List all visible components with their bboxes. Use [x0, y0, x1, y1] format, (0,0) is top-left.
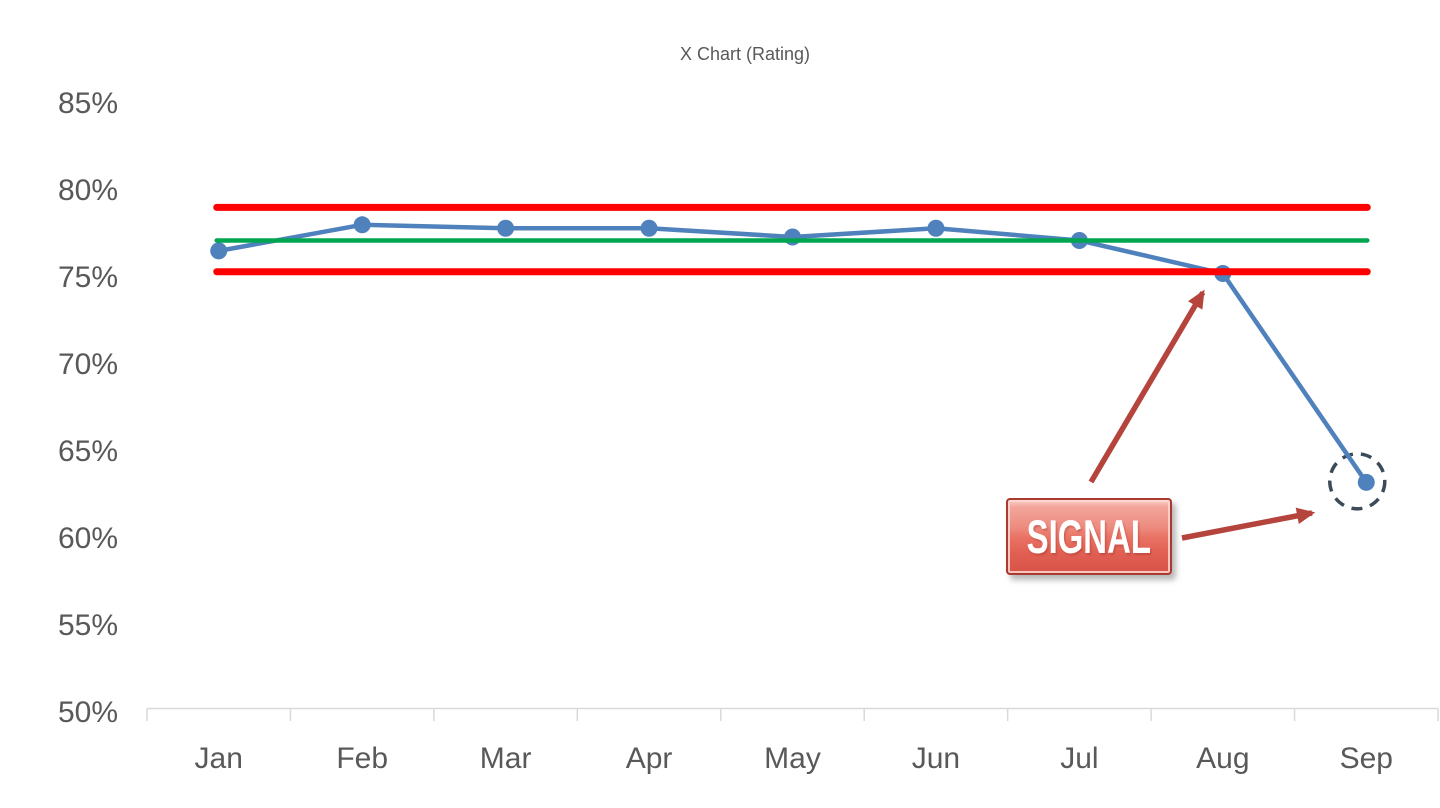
signal-annotation: SIGNAL	[1006, 498, 1172, 575]
signal-arrow-to-sep	[1181, 507, 1316, 541]
y-axis-label: 65%	[58, 435, 118, 468]
chart-title: X Chart (Rating)	[679, 44, 811, 64]
y-axis-label: 70%	[58, 348, 118, 381]
data-point-sep	[1357, 473, 1375, 491]
x-axis-label: Jul	[1060, 742, 1098, 775]
data-point-apr	[640, 219, 658, 237]
signal-arrow-to-aug	[1088, 289, 1206, 484]
y-axis-label: 60%	[58, 522, 118, 555]
data-point-mar	[497, 219, 515, 237]
y-axis-label: 50%	[58, 696, 118, 729]
y-axis-label: 85%	[58, 87, 118, 120]
signal-annotation-label: SIGNAL	[1026, 510, 1152, 563]
x-axis-label: Jan	[195, 742, 243, 775]
x-axis-label: Aug	[1196, 742, 1249, 775]
signal-dashed-circle	[1328, 452, 1387, 511]
rating-series-line	[218, 222, 1369, 484]
x-axis-label: May	[764, 742, 821, 775]
x-axis-label: Apr	[626, 742, 673, 775]
data-point-jan	[210, 242, 228, 260]
x-axis-label: Sep	[1340, 742, 1393, 775]
x-axis-label: Mar	[480, 742, 532, 775]
x-axis-label: Jun	[912, 742, 960, 775]
data-point-jun	[927, 219, 945, 237]
y-axis-label: 80%	[58, 174, 118, 207]
data-point-feb	[353, 216, 371, 234]
y-axis-label: 75%	[58, 261, 118, 294]
x-axis-label: Feb	[336, 742, 388, 775]
y-axis-label: 55%	[58, 609, 118, 642]
data-point-may	[784, 228, 801, 246]
